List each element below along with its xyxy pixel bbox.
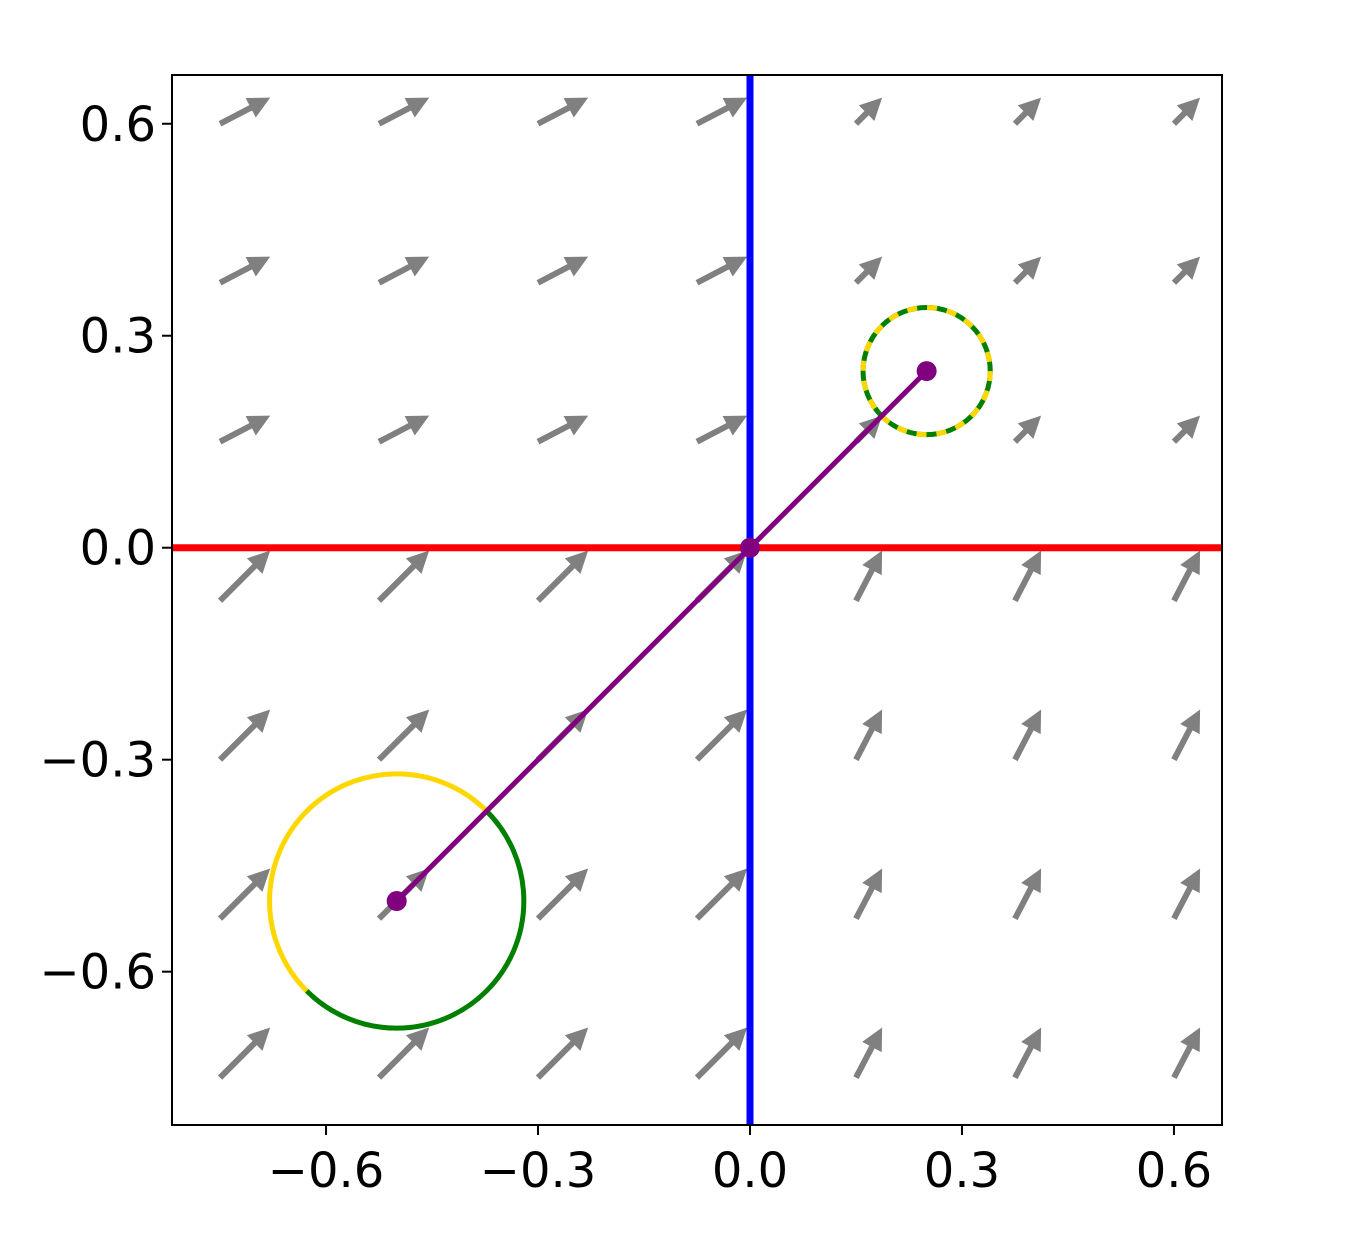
quiver-arrow	[695, 256, 748, 286]
quiver-arrow	[535, 1027, 589, 1080]
quiver-arrow	[218, 97, 271, 127]
y-tick-label: −0.6	[39, 945, 156, 1001]
quiver-arrow	[1012, 1027, 1042, 1080]
quiver-arrow	[1012, 256, 1042, 285]
quiver-arrow	[694, 1027, 748, 1080]
quiver-arrow	[1012, 709, 1042, 762]
quiver-arrow	[1171, 868, 1201, 921]
quiver-arrow	[535, 550, 589, 603]
quiver-arrow	[217, 709, 271, 762]
quiver-arrow	[695, 415, 748, 445]
plot-frame	[171, 74, 1223, 1126]
quiver-arrow	[853, 97, 883, 126]
quiver-arrow	[694, 709, 748, 762]
circle-arc	[267, 771, 489, 993]
quiver-arrow	[853, 868, 883, 921]
quiver-arrow	[853, 709, 883, 762]
quiver-arrow	[1171, 256, 1201, 285]
quiver-arrow	[376, 550, 430, 603]
point-marker	[386, 891, 407, 912]
quiver-arrow	[853, 1027, 883, 1080]
quiver-arrow	[694, 868, 748, 921]
quiver-arrow	[1171, 1027, 1201, 1080]
quiver-arrow	[536, 97, 589, 127]
y-tick-label: 0.3	[80, 309, 156, 365]
quiver-arrow	[853, 550, 883, 603]
circle-arc	[304, 809, 527, 1031]
quiver-arrow	[536, 415, 589, 445]
point-marker	[916, 361, 937, 382]
quiver-arrow	[218, 256, 271, 286]
x-tick-label: 0.0	[712, 1143, 788, 1199]
y-tick-label: 0.6	[80, 97, 156, 153]
y-tick-label: −0.3	[39, 733, 156, 789]
quiver-arrow	[853, 256, 883, 285]
dashed-circle	[860, 304, 993, 438]
quiver-arrow	[217, 550, 271, 603]
quiver-arrow	[376, 709, 430, 762]
quiver-arrow	[217, 1027, 271, 1080]
y-tick-label: 0.0	[80, 521, 156, 577]
quiver-arrow	[1171, 415, 1201, 444]
quiver-arrow	[1012, 415, 1042, 444]
quiver-arrow	[1012, 550, 1042, 603]
x-tick-label: −0.3	[480, 1143, 597, 1199]
x-tick-label: 0.6	[1136, 1143, 1212, 1199]
quiver-arrow	[376, 1027, 430, 1080]
quiver-arrow	[695, 97, 748, 127]
point-marker	[739, 537, 760, 558]
quiver-arrow	[218, 415, 271, 445]
quiver-arrow	[1012, 868, 1042, 921]
quiver-arrow	[535, 868, 589, 921]
quiver-arrow	[377, 97, 430, 127]
quiver-arrow	[1012, 97, 1042, 126]
quiver-arrow	[1171, 97, 1201, 126]
x-tick-label: 0.3	[924, 1143, 1000, 1199]
quiver-arrow	[377, 415, 430, 445]
quiver-arrow	[1171, 709, 1201, 762]
quiver-arrow	[1171, 550, 1201, 603]
quiver-arrow	[536, 256, 589, 286]
x-tick-label: −0.6	[268, 1143, 385, 1199]
quiver-arrow	[217, 868, 271, 921]
quiver-arrow	[377, 256, 430, 286]
